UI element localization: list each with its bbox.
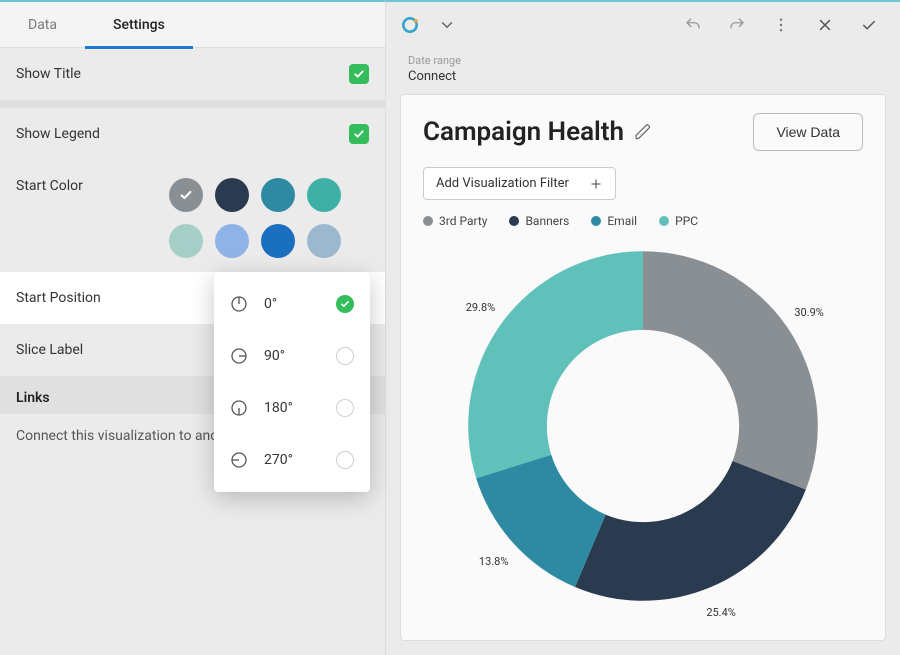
label-show-title: Show Title <box>16 66 349 82</box>
color-swatch-grid <box>169 178 369 258</box>
legend-item: PPC <box>659 214 698 228</box>
angle-icon <box>230 347 248 365</box>
start-position-option[interactable]: 90° <box>214 330 370 382</box>
color-swatch[interactable] <box>169 224 203 258</box>
label-start-color: Start Color <box>16 178 169 194</box>
breadcrumb-main: Connect <box>408 69 878 84</box>
color-swatch[interactable] <box>307 178 341 212</box>
slice-label: 13.8% <box>479 555 509 568</box>
color-swatch[interactable] <box>261 224 295 258</box>
tab-settings[interactable]: Settings <box>85 2 193 48</box>
radio-unselected <box>336 451 354 469</box>
slice-label: 25.4% <box>706 606 736 619</box>
visualization-card: Campaign Health View Data Add Visualizat… <box>400 94 886 641</box>
panel-tabs: Data Settings <box>0 2 385 48</box>
radio-unselected <box>336 399 354 417</box>
cancel-button[interactable] <box>808 8 842 42</box>
divider <box>0 100 385 108</box>
add-filter-button[interactable]: Add Visualization Filter <box>423 167 616 200</box>
option-label: 270° <box>264 452 336 468</box>
color-swatch[interactable] <box>169 178 203 212</box>
checkbox-show-title[interactable] <box>349 64 369 84</box>
donut-slice <box>575 461 806 601</box>
legend-dot <box>423 216 433 226</box>
app-logo-icon <box>400 15 420 35</box>
legend-label: Email <box>607 214 637 228</box>
option-label: 0° <box>264 296 336 312</box>
check-icon <box>179 188 193 202</box>
color-swatch[interactable] <box>307 224 341 258</box>
redo-button[interactable] <box>720 8 754 42</box>
slice-label: 29.8% <box>466 301 496 314</box>
legend-item: 3rd Party <box>423 214 487 228</box>
breadcrumb: Date range Connect <box>386 48 900 84</box>
check-icon <box>353 68 365 80</box>
chart-legend: 3rd Party Banners Email PPC <box>423 214 863 228</box>
check-icon <box>860 16 878 34</box>
undo-button[interactable] <box>676 8 710 42</box>
color-swatch[interactable] <box>261 178 295 212</box>
legend-dot <box>509 216 519 226</box>
more-vertical-icon <box>772 16 790 34</box>
angle-icon <box>230 295 248 313</box>
row-show-title: Show Title <box>0 48 385 100</box>
pencil-icon[interactable] <box>634 123 652 141</box>
plus-icon <box>589 177 603 191</box>
legend-label: 3rd Party <box>439 214 487 228</box>
visualization-panel: Date range Connect Campaign Health View … <box>385 0 900 655</box>
color-swatch[interactable] <box>215 224 249 258</box>
legend-dot <box>591 216 601 226</box>
breadcrumb-small: Date range <box>408 54 878 67</box>
legend-dot <box>659 216 669 226</box>
chart-type-dropdown[interactable] <box>430 8 464 42</box>
checkbox-show-legend[interactable] <box>349 124 369 144</box>
legend-label: Banners <box>525 214 569 228</box>
donut-svg <box>453 236 833 616</box>
close-icon <box>816 16 834 34</box>
more-button[interactable] <box>764 8 798 42</box>
card-title: Campaign Health <box>423 117 624 147</box>
view-data-button[interactable]: View Data <box>753 113 863 151</box>
start-position-popover: 0° 90° 180° 270° <box>214 272 370 492</box>
slice-label: 30.9% <box>794 306 824 319</box>
chevron-down-icon <box>438 16 456 34</box>
row-show-legend: Show Legend <box>0 108 385 160</box>
radio-unselected <box>336 347 354 365</box>
legend-label: PPC <box>675 214 698 228</box>
donut-slice <box>468 251 643 478</box>
settings-panel: Data Settings Show Title Show Legend Sta… <box>0 0 385 655</box>
label-show-legend: Show Legend <box>16 126 349 142</box>
angle-icon <box>230 451 248 469</box>
card-header: Campaign Health View Data <box>423 113 863 151</box>
option-label: 90° <box>264 348 336 364</box>
option-label: 180° <box>264 400 336 416</box>
check-icon <box>353 128 365 140</box>
tab-data[interactable]: Data <box>0 2 85 48</box>
row-start-color: Start Color <box>0 160 385 272</box>
start-position-option[interactable]: 180° <box>214 382 370 434</box>
confirm-button[interactable] <box>852 8 886 42</box>
angle-icon <box>230 399 248 417</box>
add-filter-label: Add Visualization Filter <box>436 176 569 191</box>
undo-icon <box>684 16 702 34</box>
toolbar <box>386 2 900 48</box>
radio-selected <box>336 295 354 313</box>
legend-item: Email <box>591 214 637 228</box>
donut-chart: 30.9% 25.4% 13.8% 29.8% <box>433 236 853 616</box>
start-position-option[interactable]: 270° <box>214 434 370 486</box>
redo-icon <box>728 16 746 34</box>
legend-item: Banners <box>509 214 569 228</box>
start-position-option[interactable]: 0° <box>214 278 370 330</box>
color-swatch[interactable] <box>215 178 249 212</box>
donut-slice <box>643 251 818 489</box>
